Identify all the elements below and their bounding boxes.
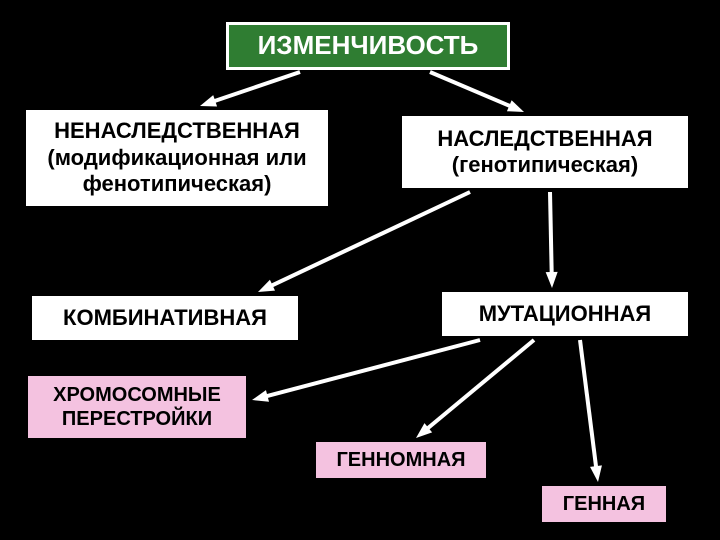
- mutat-to-genom-line: [423, 340, 534, 432]
- hered-to-mutat-head-icon: [546, 272, 558, 288]
- mutational-node: МУТАЦИОННАЯ: [440, 290, 690, 338]
- root-to-nonhered-line: [209, 72, 300, 103]
- mutat-to-gennaya-line: [580, 340, 597, 472]
- gene-node: ГЕННАЯ: [540, 484, 668, 524]
- mutat-to-chrom-head-icon: [252, 390, 269, 402]
- chromosomal-node: ХРОМОСОМНЫЕ ПЕРЕСТРОЙКИ: [26, 374, 248, 440]
- mutat-to-gennaya-head-icon: [590, 465, 602, 482]
- non-hereditary-node: НЕНАСЛЕДСТВЕННАЯ (модификационная или фе…: [24, 108, 330, 208]
- hered-to-combin-head-icon: [258, 280, 275, 292]
- mutat-to-genom-head-icon: [416, 423, 432, 438]
- root-to-nonhered-head-icon: [200, 95, 217, 106]
- root-node: ИЗМЕНЧИВОСТЬ: [226, 22, 510, 70]
- root-to-hered-head-icon: [507, 100, 524, 112]
- combinative-node: КОМБИНАТИВНАЯ: [30, 294, 300, 342]
- genomic-node: ГЕННОМНАЯ: [314, 440, 488, 480]
- hereditary-node: НАСЛЕДСТВЕННАЯ (генотипическая): [400, 114, 690, 190]
- root-to-hered-line: [430, 72, 515, 108]
- hered-to-mutat-line: [550, 192, 552, 278]
- mutat-to-chrom-line: [261, 340, 480, 398]
